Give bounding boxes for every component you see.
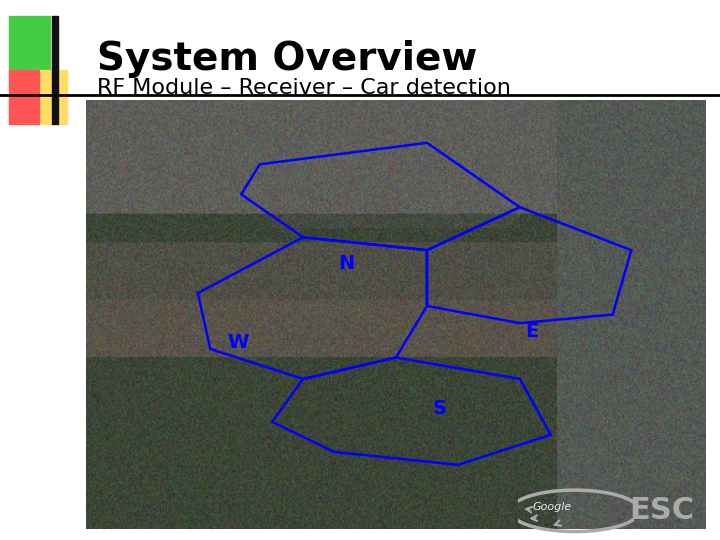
Bar: [9, 16, 50, 78]
Bar: [52, 16, 58, 124]
Text: N: N: [338, 254, 354, 273]
Text: E: E: [526, 322, 539, 341]
Text: S: S: [432, 400, 446, 419]
Text: System Overview: System Overview: [97, 40, 477, 78]
Text: Google: Google: [532, 502, 572, 512]
Bar: [27, 70, 67, 124]
Text: RF Module – Receiver – Car detection: RF Module – Receiver – Car detection: [97, 78, 511, 98]
Text: ESC: ESC: [629, 496, 694, 525]
Text: W: W: [228, 333, 249, 352]
Bar: [9, 70, 39, 124]
